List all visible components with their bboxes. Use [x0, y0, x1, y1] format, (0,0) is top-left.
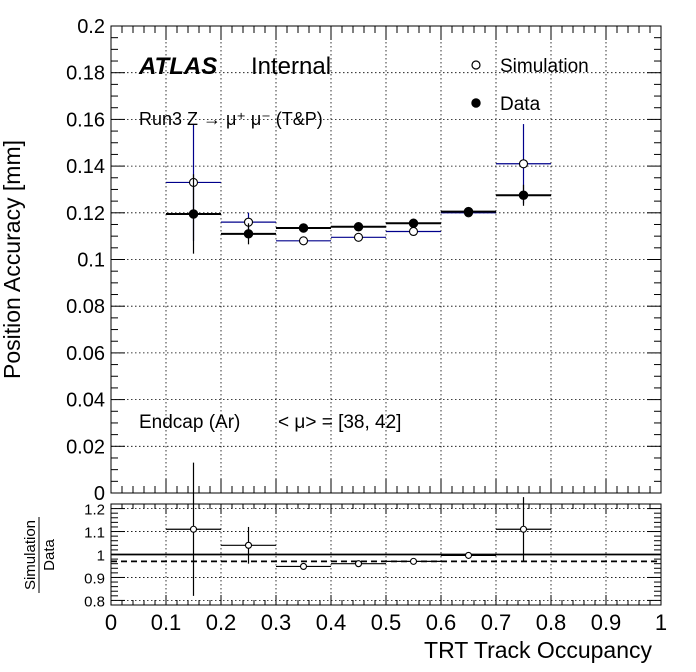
x-tick-label: 0.1: [151, 610, 182, 635]
data-point: [331, 222, 386, 232]
ratio-point: [386, 557, 441, 565]
main-y-tick-label: 0.06: [66, 343, 105, 365]
ratio-y-tick-label: 1.2: [84, 502, 105, 519]
legend-data-label: Data: [500, 94, 541, 115]
legend-simulation-marker: [471, 60, 481, 70]
main-y-tick-label: 0.1: [77, 250, 105, 272]
data-point: [386, 218, 441, 229]
main-y-tick-label: 0.12: [66, 203, 105, 225]
x-axis-label: TRT Track Occupancy: [424, 637, 652, 663]
ratio-axis-ticks: [110, 504, 662, 605]
data-marker: [353, 222, 364, 232]
ratio-y-tick-label: 1.1: [84, 525, 105, 542]
ratio-panel: 0.80.911.11.2 0 0.1 0.2 0.3 0.4 0.5 0.6 0.7 0.8 0…: [22, 462, 667, 663]
x-tick-label: 0.5: [371, 610, 402, 635]
ratio-point: [221, 526, 276, 564]
x-tick-label: 0.7: [481, 610, 512, 635]
ratio-marker: [409, 557, 418, 565]
ratio-point: [441, 551, 496, 559]
main-y-tick-label: 0.14: [66, 156, 105, 178]
main-grid: [111, 26, 661, 493]
ratio-marker: [519, 525, 528, 533]
main-y-tick-label: 0: [94, 483, 105, 505]
ratio-y-tick-labels: 0.8 0.9 1 1.1 1.2: [84, 502, 105, 611]
simulation-marker: [408, 226, 419, 237]
simulation-marker: [298, 236, 309, 246]
legend-data-marker: [471, 98, 481, 108]
ratio-marker: [244, 541, 253, 549]
data-marker: [188, 209, 199, 219]
region-annotation: Endcap (Ar): [139, 412, 240, 433]
x-tick-label: 0.9: [591, 610, 622, 635]
ratio-point: [276, 562, 331, 570]
simulation-point: [276, 236, 331, 246]
ratio-y-axis-label: Simulation Data: [22, 517, 58, 593]
ratio-marker: [354, 560, 363, 568]
main-y-tick-label: 0.04: [66, 390, 105, 412]
main-y-tick-label: 0.18: [66, 63, 105, 85]
simulation-marker: [353, 232, 364, 242]
main-y-tick-label: 0.16: [66, 109, 105, 131]
ratio-point: [166, 462, 221, 596]
ratio-data-points: [166, 462, 551, 596]
ratio-y-tick-label: 0.8: [84, 593, 105, 610]
data-point: [166, 174, 221, 254]
x-tick-labels: 0 0.1 0.2 0.3 0.4 0.5 0.6 0.7 0.8 0.9 1: [105, 610, 667, 635]
simulation-point: [496, 124, 551, 204]
simulation-marker: [518, 159, 529, 169]
data-point: [441, 206, 496, 217]
data-marker: [518, 190, 529, 201]
main-y-axis-label: Position Accuracy [mm]: [0, 140, 25, 379]
atlas-label: ATLAS: [138, 53, 217, 80]
x-tick-label: 0.4: [316, 610, 347, 635]
data-point: [276, 223, 331, 233]
main-y-tick-label: 0.02: [66, 436, 105, 458]
data-point: [496, 184, 551, 206]
simulation-point: [221, 212, 276, 232]
data-marker: [463, 206, 474, 217]
ratio-grid: [111, 504, 661, 605]
ratio-y-label-numerator: Simulation: [22, 520, 39, 590]
ratio-y-tick-label: 1: [97, 548, 105, 565]
ratio-y-tick-label: 0.9: [84, 570, 105, 587]
main-axis-ticks: [110, 25, 662, 494]
x-tick-label: 1: [655, 610, 667, 635]
data-point: [221, 223, 276, 245]
x-tick-label: 0: [105, 610, 117, 635]
simulation-point: [386, 226, 441, 237]
ratio-point: [496, 497, 551, 562]
ratio-y-label-denominator: Data: [41, 539, 58, 571]
x-tick-label: 0.6: [426, 610, 457, 635]
main-panel: 00.020.040.060.080.10.120.140.160.180.2 …: [0, 16, 662, 505]
x-tick-label: 0.2: [206, 610, 237, 635]
data-marker: [243, 229, 254, 239]
data-marker: [298, 223, 309, 233]
main-y-tick-label: 0.2: [77, 16, 105, 38]
pileup-annotation: < μ> = [38, 42]: [278, 412, 401, 433]
ratio-marker: [464, 551, 473, 559]
ratio-marker: [299, 562, 308, 570]
ratio-point: [331, 560, 386, 568]
legend-simulation-label: Simulation: [500, 56, 589, 77]
main-y-tick-label: 0.08: [66, 296, 105, 318]
main-data-points: [166, 124, 551, 254]
main-y-tick-labels: 0 0.02 0.04 0.06 0.08 0.1 0.12 0.14 0.16 0.18 0.2: [66, 16, 105, 505]
x-tick-label: 0.8: [536, 610, 567, 635]
ratio-marker: [189, 525, 198, 533]
atlas-sublabel: Internal: [251, 53, 331, 80]
x-tick-label: 0.3: [261, 610, 292, 635]
simulation-point: [331, 232, 386, 242]
process-annotation: Run3 Z → μ⁺ μ⁻ (T&P): [139, 109, 323, 129]
data-marker: [408, 218, 419, 229]
legend: Simulation Data: [471, 56, 589, 115]
